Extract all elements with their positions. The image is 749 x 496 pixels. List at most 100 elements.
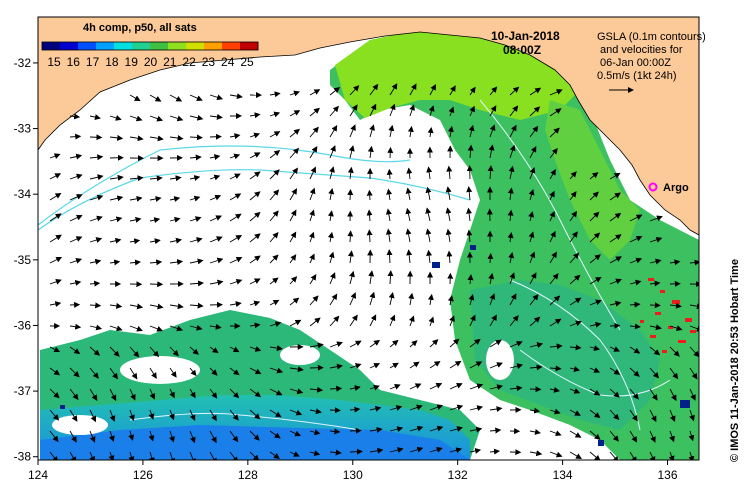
velocity-arrow: [569, 451, 582, 460]
velocity-arrow: [669, 367, 679, 380]
velocity-arrow: [369, 447, 384, 454]
velocity-arrow: [466, 186, 473, 201]
velocity-arrow: [569, 231, 578, 243]
velocity-arrow: [447, 295, 454, 306]
velocity-arrow: [269, 91, 281, 98]
velocity-arrow: [349, 427, 362, 434]
velocity-arrow: [49, 301, 62, 307]
velocity-arrow: [609, 212, 622, 222]
velocity-arrow: [609, 409, 620, 421]
velocity-arrow: [169, 303, 184, 310]
velocity-arrow: [289, 90, 300, 97]
cold-pixels: [60, 245, 690, 446]
velocity-arrow: [669, 430, 675, 443]
velocity-arrow: [507, 187, 514, 201]
velocity-arrow: [229, 93, 243, 100]
velocity-arrow: [549, 127, 560, 138]
velocity-arrow: [49, 451, 59, 460]
velocity-arrow: [349, 314, 358, 327]
velocity-arrow: [49, 346, 61, 353]
velocity-arrow: [629, 214, 643, 222]
velocity-arrow: [129, 238, 141, 245]
velocity-arrow: [589, 367, 601, 373]
velocity-arrow: [109, 388, 117, 402]
gsla-contour: [38, 169, 471, 231]
velocity-arrow: [49, 256, 63, 264]
velocity-arrow: [629, 346, 641, 354]
velocity-arrow: [469, 105, 475, 117]
velocity-arrow: [209, 215, 223, 222]
velocity-arrow: [109, 325, 123, 332]
x-axis: 124 126 128 130 132 134 136: [28, 460, 678, 482]
velocity-arrow: [49, 430, 59, 443]
velocity-arrow: [629, 279, 642, 286]
velocity-arrow: [149, 259, 163, 266]
velocity-arrow: [406, 167, 413, 180]
velocity-arrow: [589, 172, 599, 180]
velocity-arrow: [349, 363, 362, 369]
velocity-arrow: [388, 292, 395, 306]
gsla-note-line1: GSLA (0.1m contours): [597, 31, 706, 43]
velocity-arrow: [169, 388, 175, 399]
velocity-arrow: [649, 367, 660, 379]
y-axis: -32 -33 -34 -35 -36 -37 -38: [14, 56, 38, 464]
velocity-arrow: [469, 86, 476, 96]
velocity-arrow: [589, 232, 601, 243]
colorbar: [41, 41, 259, 51]
velocity-arrow: [549, 169, 556, 180]
velocity-arrow: [329, 449, 342, 456]
velocity-arrow: [249, 132, 261, 139]
velocity-arrow: [429, 383, 443, 390]
velocity-arrow: [426, 249, 433, 264]
velocity-arrow: [446, 250, 453, 264]
velocity-arrow: [269, 299, 280, 306]
velocity-arrow: [108, 430, 115, 442]
velocity-arrow: [309, 89, 321, 96]
velocity-arrow: [569, 409, 581, 416]
velocity-arrow: [609, 172, 621, 180]
velocity-arrow: [169, 175, 182, 182]
velocity-arrow: [569, 430, 582, 438]
velocity-arrow: [389, 405, 403, 411]
velocity-arrow: [209, 388, 218, 399]
velocity-arrow: [409, 83, 417, 96]
velocity-arrow: [466, 229, 473, 243]
velocity-arrow: [489, 406, 503, 412]
velocity-arrow: [689, 367, 698, 380]
velocity-arrow: [468, 124, 475, 138]
velocity-arrow: [366, 229, 373, 243]
velocity-arrow: [169, 94, 183, 102]
velocity-arrow: [169, 367, 177, 378]
velocity-arrow: [427, 293, 434, 306]
velocity-arrow: [149, 217, 161, 224]
velocity-arrow: [669, 325, 683, 331]
velocity-arrow: [389, 384, 401, 390]
velocity-arrow: [289, 167, 298, 180]
velocity-arrow: [309, 317, 321, 327]
velocity-arrow: [466, 207, 473, 222]
cloud-gap: [486, 340, 514, 380]
velocity-arrow: [89, 367, 99, 379]
velocity-arrow: [289, 388, 304, 395]
velocity-arrow: [229, 388, 240, 399]
velocity-arrow: [669, 259, 681, 266]
velocity-arrow: [549, 451, 563, 458]
velocity-arrow: [349, 406, 361, 413]
velocity-arrow: [209, 279, 224, 286]
velocity-arrow: [649, 409, 657, 423]
velocity-arrow: [509, 293, 517, 306]
velocity-arrow: [386, 249, 393, 264]
velocity-arrow: [549, 230, 556, 243]
colorbar-tick-label: 22: [182, 55, 196, 69]
velocity-arrow: [69, 257, 83, 264]
velocity-arrow: [229, 278, 243, 285]
velocity-arrow: [409, 383, 422, 390]
velocity-arrow: [189, 134, 203, 141]
velocity-arrow: [229, 193, 242, 201]
velocity-arrow: [249, 171, 261, 180]
velocity-arrow: [328, 251, 335, 264]
velocity-arrow: [149, 115, 164, 122]
velocity-arrow: [366, 209, 373, 222]
velocity-arrow: [347, 250, 354, 264]
velocity-arrow: [289, 254, 297, 264]
